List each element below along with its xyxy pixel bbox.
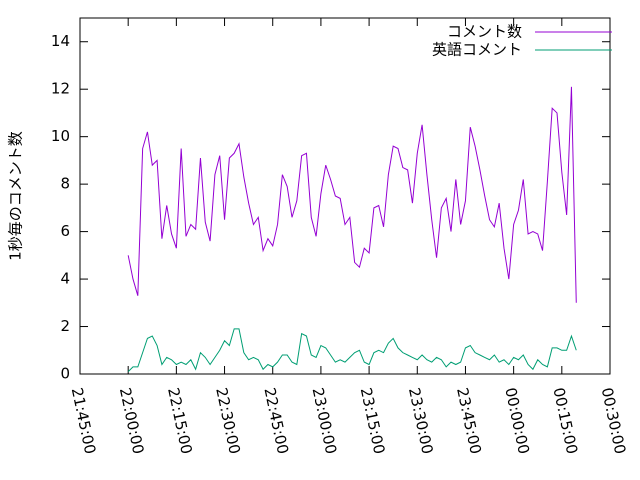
y-tick-label: 12 <box>51 80 70 98</box>
x-tick-label: 23:15:00 <box>357 386 389 456</box>
x-tick-label: 00:15:00 <box>550 386 582 456</box>
x-tick-label: 00:30:00 <box>598 386 630 456</box>
legend-label: 英語コメント <box>432 41 522 59</box>
x-tick-label: 23:45:00 <box>453 386 485 456</box>
plot-frame <box>79 17 611 375</box>
y-tick-label: 0 <box>60 365 70 383</box>
series-line <box>127 328 577 372</box>
y-tick-label: 8 <box>60 175 70 193</box>
y-tick-label: 6 <box>60 222 70 240</box>
y-tick-label: 2 <box>60 317 70 335</box>
y-axis-label: 1秒毎のコメント数 <box>7 131 25 261</box>
y-tick-label: 4 <box>60 270 70 288</box>
series-line <box>127 86 577 303</box>
y-tick-label: 10 <box>51 127 70 145</box>
x-tick-label: 22:45:00 <box>260 386 292 456</box>
y-tick-label: 14 <box>51 32 70 50</box>
x-tick-label: 22:30:00 <box>212 386 244 456</box>
x-tick-label: 23:30:00 <box>405 386 437 456</box>
x-tick-label: 00:00:00 <box>501 386 533 456</box>
legend-label: コメント数 <box>447 23 522 41</box>
x-tick-label: 22:00:00 <box>116 386 148 456</box>
x-tick-label: 23:00:00 <box>309 386 341 456</box>
x-tick-label: 22:15:00 <box>164 386 196 456</box>
x-tick-label: 21:45:00 <box>68 386 100 456</box>
